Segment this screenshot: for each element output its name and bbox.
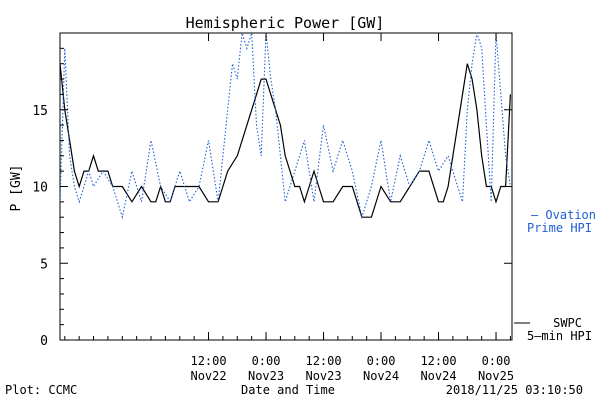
x-tick-time-label: 0:00 (482, 354, 511, 368)
legend-ovation-line1: — Ovation (531, 208, 596, 222)
x-tick-time-label: 0:00 (367, 354, 396, 368)
x-tick-date-label: Nov22 (190, 369, 226, 383)
series-line-ovation (59, 32, 511, 220)
plot-frame (59, 32, 513, 341)
legend-ovation-line2: Prime HPI (527, 221, 592, 235)
x-tick-date-label: Nov25 (478, 369, 514, 383)
x-tick-time-label: 12:00 (305, 354, 341, 368)
x-tick-time-label: 12:00 (420, 354, 456, 368)
x-tick-date-label: Nov23 (305, 369, 341, 383)
series-line-swpc (59, 63, 511, 218)
series-layer (59, 32, 511, 220)
plot-credit: Plot: CCMC (5, 383, 77, 397)
x-axis-label: Date and Time (241, 383, 335, 397)
legend-swpc-line2: 5—min HPI (527, 329, 592, 343)
x-tick-date-label: Nov24 (363, 369, 399, 383)
y-tick-label: 5 (40, 257, 48, 272)
legend-swpc-line1: SWPC (553, 316, 582, 330)
y-tick-label: 0 (40, 334, 48, 349)
y-tick-label: 15 (32, 104, 48, 119)
chart-title: Hemispheric Power [GW] (186, 14, 385, 32)
plot-timestamp: 2018/11/25 03:10:50 (446, 383, 583, 397)
y-tick-label: 10 (32, 181, 48, 196)
x-tick-time-label: 0:00 (252, 354, 281, 368)
y-axis-label: P [GW] (9, 165, 24, 212)
axes (59, 32, 513, 341)
ticks-layer: 05101512:00Nov220:00Nov2312:00Nov230:00N… (32, 33, 514, 383)
x-tick-time-label: 12:00 (190, 354, 226, 368)
x-tick-date-label: Nov23 (248, 369, 284, 383)
x-tick-date-label: Nov24 (420, 369, 456, 383)
